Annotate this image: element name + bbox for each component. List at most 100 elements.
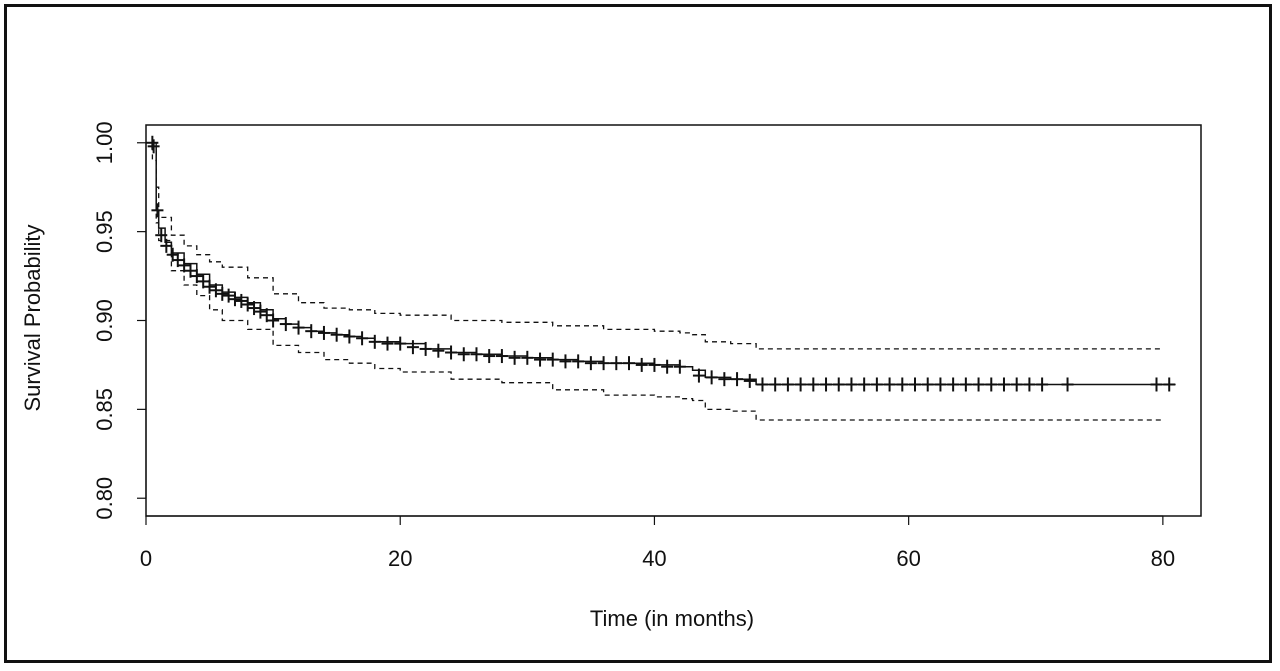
x-tick-label: 40 xyxy=(642,546,666,571)
censor-mark xyxy=(909,377,922,392)
x-axis-label: Time (in months) xyxy=(590,606,754,631)
censor-mark xyxy=(160,238,173,253)
confidence-interval-lines xyxy=(146,142,1163,421)
censor-mark xyxy=(769,377,782,392)
upper-confidence-bound-line xyxy=(146,142,1163,350)
censor-mark xyxy=(1163,377,1176,392)
censor-mark xyxy=(572,354,585,369)
y-tick-label: 0.80 xyxy=(92,477,117,520)
censor-mark xyxy=(635,357,648,372)
censor-mark xyxy=(534,352,547,367)
censor-mark xyxy=(190,269,203,284)
censor-mark xyxy=(203,279,216,294)
censor-mark xyxy=(1061,377,1074,392)
censor-mark xyxy=(317,325,330,340)
censor-mark xyxy=(368,334,381,349)
censor-mark xyxy=(1036,377,1049,392)
censor-mark xyxy=(260,308,273,323)
censor-mark xyxy=(197,274,210,289)
censor-mark xyxy=(241,297,254,312)
y-tick-label: 0.85 xyxy=(92,388,117,431)
censor-mark xyxy=(692,368,705,383)
censor-mark xyxy=(883,377,896,392)
y-tick-label: 0.90 xyxy=(92,299,117,342)
censor-mark xyxy=(921,377,934,392)
censor-mark xyxy=(985,377,998,392)
censor-mark xyxy=(209,283,222,298)
censor-mark xyxy=(597,356,610,371)
censor-mark xyxy=(610,356,623,371)
y-tick-label: 0.95 xyxy=(92,210,117,253)
censor-mark xyxy=(521,350,534,365)
censor-mark xyxy=(483,349,496,364)
censor-mark xyxy=(756,377,769,392)
censor-mark xyxy=(406,340,419,355)
censor-mark xyxy=(972,377,985,392)
censor-mark xyxy=(155,228,168,243)
censor-mark xyxy=(1023,377,1036,392)
censor-mark xyxy=(178,258,191,273)
censor-mark xyxy=(934,377,947,392)
censor-mark xyxy=(432,343,445,358)
censor-mark xyxy=(997,377,1010,392)
survival-curve xyxy=(146,142,1176,386)
censor-mark xyxy=(623,356,636,371)
censor-mark xyxy=(267,313,280,328)
censor-mark xyxy=(146,135,159,150)
survival-estimate-line xyxy=(146,142,1176,386)
y-tick-label: 1.00 xyxy=(92,121,117,164)
censor-mark xyxy=(394,336,407,351)
censor-mark xyxy=(794,377,807,392)
censor-mark xyxy=(457,347,470,362)
censor-mark xyxy=(356,331,369,346)
lower-confidence-bound-line xyxy=(146,142,1163,421)
censor-mark xyxy=(381,336,394,351)
censor-mark xyxy=(508,350,521,365)
censor-mark xyxy=(546,352,559,367)
censor-mark xyxy=(781,377,794,392)
censor-mark xyxy=(228,292,241,307)
censor-mark xyxy=(820,377,833,392)
censor-mark xyxy=(870,377,883,392)
censor-mark xyxy=(343,329,356,344)
x-tick-label: 0 xyxy=(140,546,152,571)
censor-mark xyxy=(584,356,597,371)
censor-mark xyxy=(495,349,508,364)
censor-mark xyxy=(305,324,318,339)
censor-mark xyxy=(947,377,960,392)
censor-mark xyxy=(151,203,164,218)
censor-mark xyxy=(731,372,744,387)
censor-mark xyxy=(330,327,343,342)
censor-mark xyxy=(858,377,871,392)
censor-mark xyxy=(222,288,235,303)
censor-mark xyxy=(743,373,756,388)
censor-mark xyxy=(445,345,458,360)
censor-mark xyxy=(248,301,261,316)
censor-mark xyxy=(292,320,305,335)
censor-mark xyxy=(845,377,858,392)
censor-mark xyxy=(171,253,184,268)
censor-mark xyxy=(705,370,718,385)
censor-mark xyxy=(832,377,845,392)
plot-area-border xyxy=(145,124,1202,517)
y-axis-label: Survival Probability xyxy=(20,224,45,411)
censor-mark xyxy=(559,354,572,369)
figure-frame xyxy=(4,4,1272,663)
censor-mark xyxy=(661,359,674,374)
censor-mark xyxy=(216,286,229,301)
censor-mark xyxy=(279,317,292,332)
y-axis: 0.80 0.85 0.90 0.95 1.00 xyxy=(92,121,147,520)
censor-mark xyxy=(648,357,661,372)
x-tick-label: 60 xyxy=(896,546,920,571)
censor-mark xyxy=(184,263,197,278)
censor-mark xyxy=(896,377,909,392)
censor-mark xyxy=(673,359,686,374)
censor-marks xyxy=(146,135,1176,392)
censor-mark xyxy=(1010,377,1023,392)
censor-mark xyxy=(807,377,820,392)
censor-mark xyxy=(470,347,483,362)
censor-mark xyxy=(718,372,731,387)
x-tick-label: 80 xyxy=(1151,546,1175,571)
x-tick-label: 20 xyxy=(388,546,412,571)
x-axis: 0 20 40 60 80 xyxy=(140,515,1175,571)
